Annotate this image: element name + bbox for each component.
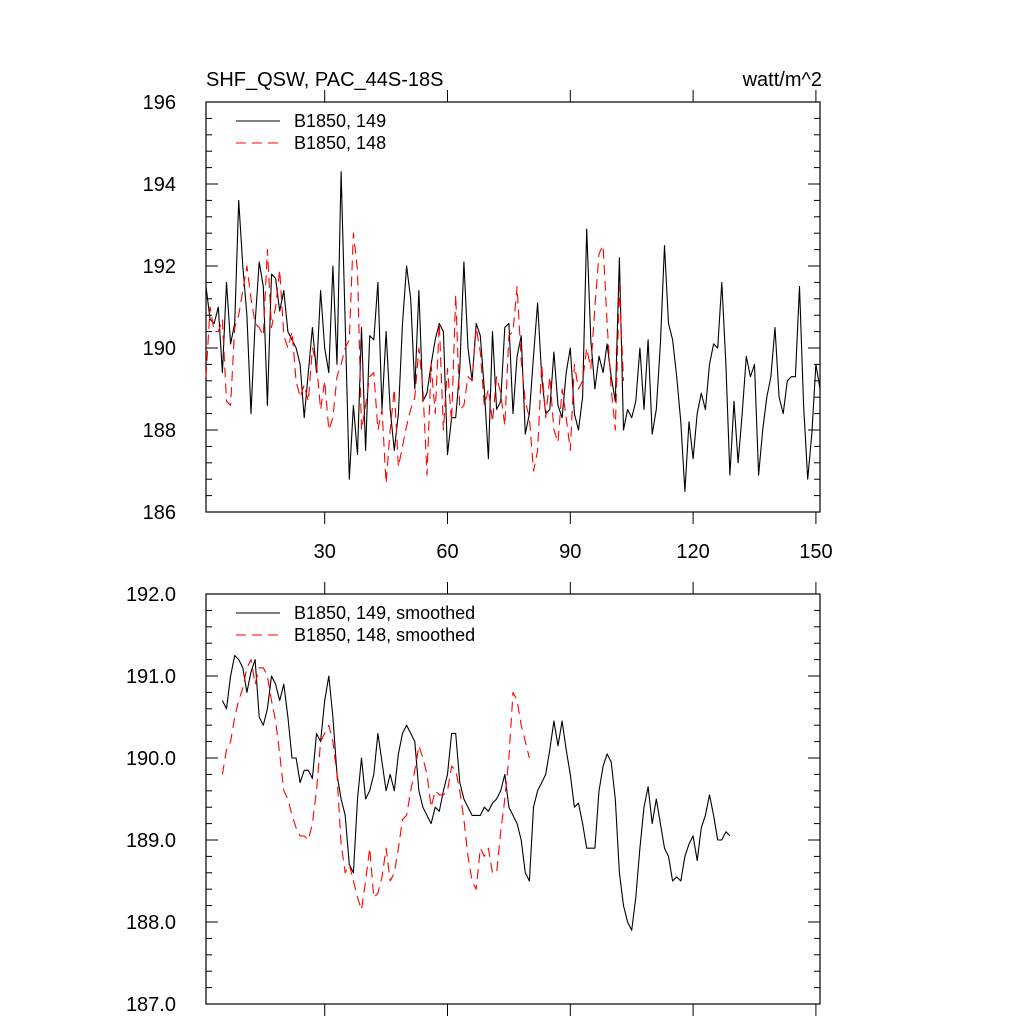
top-panel-ticks: 186 188 190 192 194 196 30 60 90 120 150 [143, 90, 833, 563]
x-tick-label: 120 [676, 541, 709, 563]
top-panel-series [205, 171, 821, 493]
x-tick-label: 150 [799, 541, 832, 563]
top-panel-legend: B1850, 149 B1850, 148 [236, 111, 386, 153]
y-tick-label: 196 [143, 92, 176, 114]
x-tick-label: 90 [559, 541, 581, 563]
bottom-panel-legend: B1850, 149, smoothed B1850, 148, smoothe… [236, 603, 475, 645]
bottom-panel-frame [205, 593, 821, 1005]
top-legend-label-2: B1850, 148 [294, 133, 386, 153]
y-tick-label: 194 [143, 174, 176, 196]
bottom-legend-label-2: B1850, 148, smoothed [294, 625, 475, 645]
y-tick-label: 186 [143, 502, 176, 524]
top-legend-label-1: B1850, 149 [294, 111, 386, 131]
y-tick-label: 188.0 [126, 912, 176, 934]
bottom-legend-label-1: B1850, 149, smoothed [294, 603, 475, 623]
y-tick-label: 187.0 [126, 994, 176, 1016]
y-tick-label: 190.0 [126, 748, 176, 770]
y-tick-label: 189.0 [126, 830, 176, 852]
bottom-panel-ticks: 187.0 188.0 189.0 190.0 191.0 192.0 [126, 582, 820, 1016]
top-series-1-line [205, 171, 821, 493]
bottom-panel: 187.0 188.0 189.0 190.0 191.0 192.0 B1850, 14… [126, 582, 821, 1016]
y-tick-label: 188 [143, 420, 176, 442]
figure-title: SHF_QSW, PAC_44S-18S [206, 69, 444, 91]
top-panel: 186 188 190 192 194 196 30 60 90 120 150 B1850, 14… [143, 90, 833, 563]
bottom-series-2-line [221, 659, 530, 911]
y-tick-label: 192.0 [126, 584, 176, 606]
x-tick-label: 30 [314, 541, 336, 563]
x-tick-label: 60 [436, 541, 458, 563]
bottom-series-1-line [221, 654, 731, 931]
figure-units: watt/m^2 [742, 69, 822, 91]
bottom-panel-series [221, 654, 731, 931]
y-tick-label: 191.0 [126, 666, 176, 688]
y-tick-label: 192 [143, 256, 176, 278]
top-series-2-line [205, 232, 625, 484]
y-tick-label: 190 [143, 338, 176, 360]
top-panel-frame [205, 101, 821, 513]
